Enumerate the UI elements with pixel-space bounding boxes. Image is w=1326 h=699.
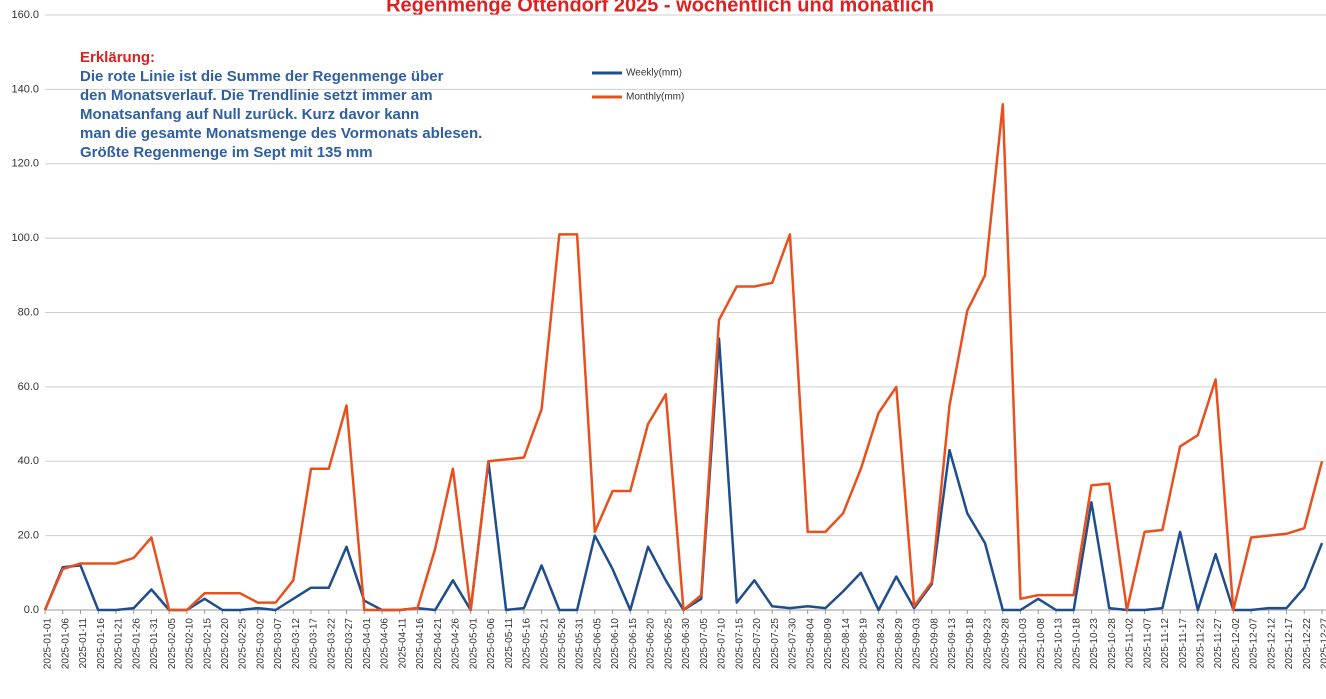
y-tick-label: 100.0	[11, 232, 39, 244]
x-tick-label: 2025-03-27	[344, 618, 355, 670]
x-tick-label: 2025-06-05	[592, 618, 603, 670]
x-tick-label: 2025-06-20	[646, 618, 657, 670]
x-tick-label: 2025-03-12	[291, 618, 302, 670]
x-tick-label: 2025-07-15	[734, 618, 745, 670]
x-tick-label: 2025-08-14	[841, 618, 852, 670]
x-tick-label: 2025-04-21	[433, 618, 444, 670]
y-tick-label: 80.0	[18, 306, 39, 318]
x-tick-label: 2025-05-11	[504, 618, 515, 669]
x-tick-label: 2025-01-11	[78, 618, 89, 669]
legend-label: Monthly(mm)	[626, 92, 684, 103]
x-tick-label: 2025-07-20	[752, 618, 763, 670]
x-tick-label: 2025-06-10	[610, 618, 621, 670]
x-tick-label: 2025-03-22	[326, 618, 337, 670]
x-tick-label: 2025-07-30	[788, 618, 799, 670]
x-tick-label: 2025-03-17	[309, 618, 320, 670]
x-tick-label: 2025-03-02	[255, 618, 266, 670]
x-tick-label: 2025-09-08	[929, 618, 940, 670]
x-tick-label: 2025-06-25	[663, 618, 674, 670]
x-tick-label: 2025-08-04	[805, 618, 816, 670]
x-tick-label: 2025-11-27	[1213, 618, 1224, 669]
x-tick-label: 2025-05-01	[468, 618, 479, 670]
y-tick-label: 60.0	[18, 381, 39, 393]
annotation-line: man die gesamte Monatsmenge des Vormonat…	[80, 125, 482, 142]
y-tick-label: 0.0	[24, 604, 39, 616]
x-tick-label: 2025-04-11	[397, 618, 408, 669]
x-tick-label: 2025-02-05	[167, 618, 178, 670]
x-tick-label: 2025-12-27	[1320, 618, 1326, 670]
legend-label: Weekly(mm)	[626, 68, 682, 79]
x-tick-label: 2025-11-22	[1195, 618, 1206, 669]
x-tick-label: 2025-12-07	[1249, 618, 1260, 670]
x-tick-label: 2025-04-01	[362, 618, 373, 670]
x-tick-label: 2025-09-13	[947, 618, 958, 670]
x-tick-label: 2025-12-17	[1284, 618, 1295, 670]
x-tick-label: 2025-10-18	[1071, 618, 1082, 670]
x-tick-label: 2025-08-24	[876, 618, 887, 670]
x-tick-label: 2025-12-02	[1231, 618, 1242, 670]
x-tick-label: 2025-11-12	[1160, 618, 1171, 669]
annotation-line: Die rote Linie ist die Summe der Regenme…	[80, 68, 444, 85]
series-line	[43, 103, 1324, 612]
x-tick-label: 2025-08-09	[823, 618, 834, 670]
x-tick-label: 2025-01-01	[43, 618, 54, 670]
chart-title: Regenmenge Ottendorf 2025 - wöchentlich …	[386, 0, 934, 16]
x-tick-label: 2025-02-15	[202, 618, 213, 670]
x-tick-label: 2025-04-06	[380, 618, 391, 670]
x-tick-label: 2025-01-31	[149, 618, 160, 670]
x-tick-label: 2025-09-03	[912, 618, 923, 670]
annotation-line: den Monatsverlauf. Die Trendlinie setzt …	[80, 87, 433, 104]
x-tick-label: 2025-05-16	[522, 618, 533, 670]
x-tick-label: 2025-10-13	[1054, 618, 1065, 670]
x-tick-label: 2025-01-21	[114, 618, 125, 670]
x-tick-label: 2025-07-25	[770, 618, 781, 670]
annotation-line: Größte Regenmenge im Sept mit 135 mm	[80, 144, 373, 161]
x-tick-label: 2025-02-20	[220, 618, 231, 670]
y-tick-label: 40.0	[18, 455, 39, 467]
x-tick-label: 2025-02-25	[238, 618, 249, 670]
x-tick-label: 2025-07-10	[717, 618, 728, 670]
x-tick-label: 2025-09-28	[1000, 618, 1011, 670]
annotation-heading: Erklärung:	[80, 49, 155, 66]
x-tick-label: 2025-02-10	[185, 618, 196, 670]
x-tick-label: 2025-10-28	[1107, 618, 1118, 670]
y-tick-label: 160.0	[11, 9, 39, 21]
x-tick-label: 2025-11-17	[1178, 618, 1189, 669]
x-tick-label: 2025-04-16	[415, 618, 426, 670]
x-tick-label: 2025-03-07	[273, 618, 284, 670]
y-tick-label: 20.0	[18, 530, 39, 542]
x-tick-label: 2025-09-18	[965, 618, 976, 670]
x-tick-label: 2025-06-15	[628, 618, 639, 670]
x-tick-label: 2025-01-26	[131, 618, 142, 670]
x-tick-label: 2025-05-21	[539, 618, 550, 670]
x-tick-label: 2025-11-02	[1125, 618, 1136, 669]
x-tick-label: 2025-07-05	[699, 618, 710, 670]
x-tick-label: 2025-10-08	[1036, 618, 1047, 670]
y-tick-label: 120.0	[11, 158, 39, 170]
x-tick-label: 2025-01-16	[96, 618, 107, 670]
x-tick-label: 2025-04-26	[451, 618, 462, 670]
x-tick-label: 2025-12-12	[1266, 618, 1277, 670]
x-tick-label: 2025-09-23	[983, 618, 994, 670]
x-tick-label: 2025-12-22	[1302, 618, 1313, 670]
x-tick-label: 2025-10-23	[1089, 618, 1100, 670]
x-tick-label: 2025-11-07	[1142, 618, 1153, 669]
x-tick-label: 2025-10-03	[1018, 618, 1029, 670]
annotation-line: Monatsanfang auf Null zurück. Kurz davor…	[80, 106, 419, 123]
x-tick-label: 2025-05-26	[557, 618, 568, 670]
x-tick-label: 2025-08-19	[859, 618, 870, 670]
x-tick-label: 2025-05-06	[486, 618, 497, 670]
x-tick-label: 2025-01-06	[60, 618, 71, 670]
y-tick-label: 140.0	[11, 83, 39, 95]
x-tick-label: 2025-08-29	[894, 618, 905, 670]
x-tick-label: 2025-05-31	[575, 618, 586, 670]
series-line	[43, 337, 1324, 612]
x-tick-label: 2025-06-30	[681, 618, 692, 670]
